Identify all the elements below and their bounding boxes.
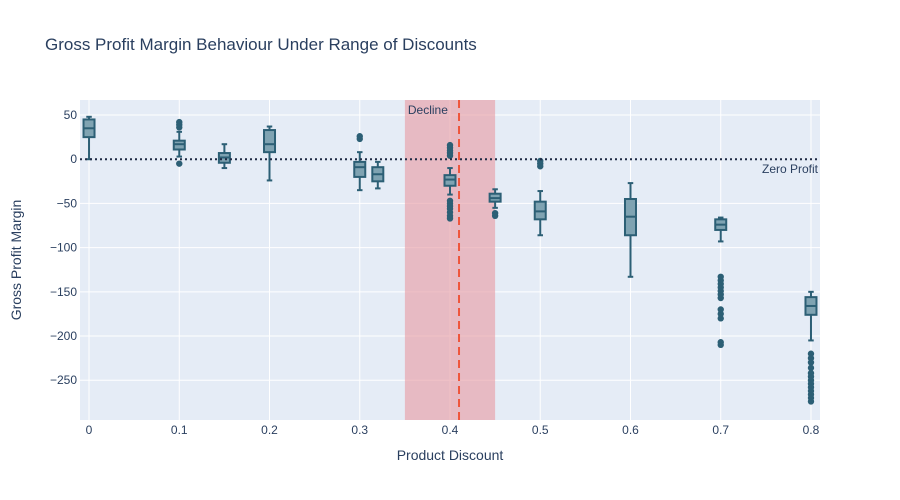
decline-region: Decline	[404, 100, 496, 420]
outlier-point	[717, 306, 724, 313]
x-tick-label: 0.2	[261, 423, 278, 437]
x-tick-label: 0.1	[171, 423, 188, 437]
y-tick-label: −100	[50, 241, 77, 255]
chart-title: Gross Profit Margin Behaviour Under Rang…	[45, 35, 477, 54]
y-tick-label: −250	[50, 373, 77, 387]
x-tick-label: 0.8	[803, 423, 820, 437]
outlier-point	[176, 160, 183, 167]
y-axis-title: Gross Profit Margin	[8, 200, 24, 321]
box	[371, 160, 385, 190]
outlier-point	[807, 350, 815, 357]
x-tick-label: 0.3	[351, 423, 368, 437]
outlier-point	[807, 359, 815, 366]
decline-label: Decline	[408, 103, 448, 117]
reference-lines: Zero Profit	[80, 100, 820, 420]
outlier-point	[717, 294, 724, 302]
outlier-point	[717, 341, 724, 349]
outlier-point	[491, 212, 499, 220]
outlier-point	[446, 215, 454, 222]
x-tick-label: 0.6	[622, 423, 639, 437]
y-tick-label: 0	[70, 152, 77, 166]
y-tick-label: −200	[50, 329, 77, 343]
x-tick-label: 0.7	[712, 423, 729, 437]
box	[263, 125, 277, 182]
outlier-point	[176, 118, 183, 126]
outlier-point	[807, 364, 815, 372]
y-tick-label: −150	[50, 285, 77, 299]
x-tick-label: 0.4	[442, 423, 459, 437]
x-tick-label: 0.5	[532, 423, 549, 437]
box-series	[82, 115, 818, 405]
x-axis-title: Product Discount	[397, 447, 504, 463]
x-tick-label: 0	[86, 423, 93, 437]
box-iqr	[353, 160, 367, 178]
outlier-point	[446, 152, 454, 159]
x-axis-ticks: 0 0.1 0.2 0.3 0.4 0.5 0.6 0.7 0.8	[86, 423, 820, 437]
box	[714, 216, 728, 349]
zero-profit-label: Zero Profit	[762, 162, 819, 176]
outlier-point	[717, 310, 724, 318]
box	[488, 188, 502, 220]
box	[623, 182, 637, 278]
box	[804, 290, 818, 405]
y-axis-ticks: 50 0 −50 −100 −150 −200 −250	[50, 108, 77, 387]
box	[217, 143, 231, 170]
outlier-point	[537, 163, 544, 170]
box	[443, 141, 457, 222]
outlier-point	[807, 354, 815, 362]
box	[353, 133, 367, 192]
box-iqr	[263, 129, 277, 154]
y-tick-label: 50	[64, 108, 78, 122]
outlier-point	[717, 315, 724, 322]
box	[533, 157, 547, 237]
outlier-point	[807, 398, 815, 405]
y-tick-label: −50	[57, 196, 78, 210]
outlier-point	[356, 133, 363, 140]
box	[82, 115, 96, 161]
box	[172, 118, 186, 167]
